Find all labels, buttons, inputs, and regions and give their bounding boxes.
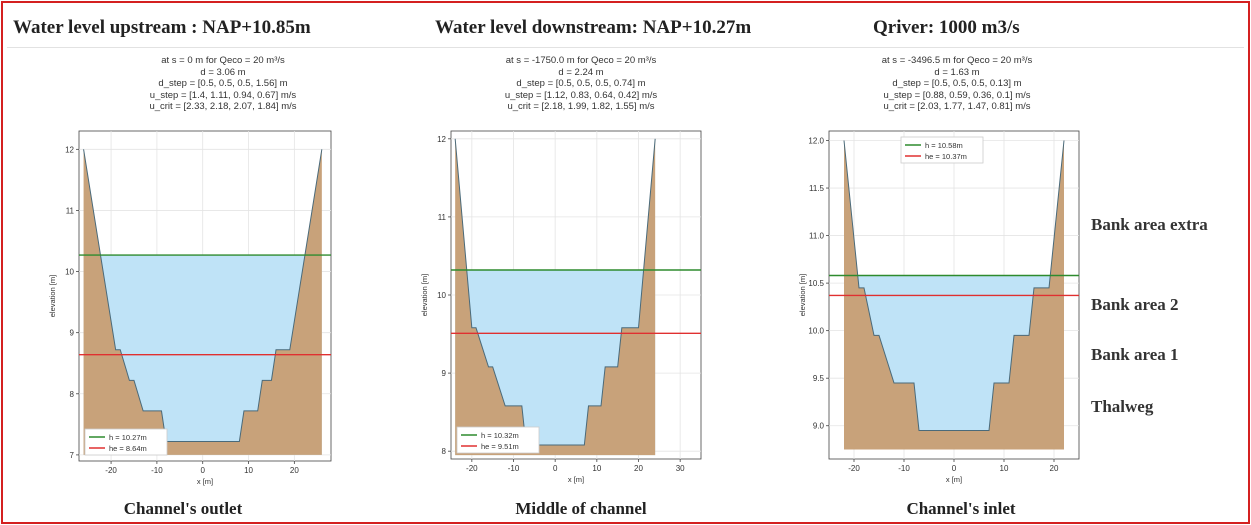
panel-2-legend-entry: h = 10.32m	[481, 431, 519, 440]
panel-1-y-tick-label: 8	[70, 390, 75, 399]
panel-1-channel-bed	[83, 149, 322, 455]
panel-3-legend-entry: h = 10.58m	[925, 141, 963, 150]
panel-2-x-tick-label: 0	[553, 464, 558, 473]
panel-2-y-tick-label: 12	[437, 135, 446, 144]
panel-2-info-line: d_step = [0.5, 0.5, 0.5, 0.74] m	[516, 78, 646, 89]
downstream-water-level-heading: Water level downstream: NAP+10.27m	[435, 17, 752, 38]
panel-2-info-line: d = 2.24 m	[558, 66, 604, 78]
panel-2-legend-box	[456, 426, 540, 454]
panel-2-info-line: at s = -1750.0 m for Qeco = 20 m³/s	[505, 55, 657, 66]
panel-3-y-tick-label: 12.0	[808, 137, 824, 146]
panel-3-info-line: u_step = [0.88, 0.59, 0.36, 0.1] m/s	[883, 89, 1031, 101]
panel-1-caption: Channel's outlet	[123, 499, 243, 518]
panel-3-legend-box	[900, 136, 984, 164]
panel-2-y-axis-label: elevation [m]	[420, 274, 429, 317]
panel-3-info-line: d = 1.63 m	[934, 66, 980, 78]
panel-2-y-tick-label: 9	[442, 369, 447, 378]
zone-label-bank-area-extra: Bank area extra	[1091, 215, 1208, 234]
panel-1-y-tick-label: 12	[65, 145, 74, 154]
panel-3-legend-entry: he = 10.37m	[925, 152, 967, 161]
upstream-water-level-heading: Water level upstream : NAP+10.85m	[13, 17, 311, 38]
panel-3-x-tick-label: -10	[898, 464, 910, 473]
panel-3-x-tick-label: 10	[1000, 464, 1009, 473]
panel-3-y-tick-label: 11.5	[809, 184, 825, 193]
panel-3-y-tick-label: 9.0	[813, 422, 825, 431]
panel-2-x-tick-label: -10	[508, 464, 520, 473]
panel-1-info-line: at s = 0 m for Qeco = 20 m³/s	[161, 55, 285, 66]
panel-2-bed-profile-line	[454, 138, 656, 446]
panel-2-x-axis-label: x [m]	[568, 475, 584, 484]
panel-1-x-tick-label: -10	[151, 466, 163, 475]
panel-1-y-tick-label: 10	[65, 268, 74, 277]
panel-3-y-tick-label: 9.5	[813, 374, 825, 383]
panel-3-info: at s = -3496.5 m for Qeco = 20 m³/s d = …	[797, 55, 1117, 113]
heading-divider	[7, 47, 1244, 48]
zone-label-thalweg: Thalweg	[1091, 397, 1154, 416]
panel-1-x-tick-label: 10	[244, 466, 253, 475]
cross-section-charts: -20 -10 0 10 20 7 8 9 10 11 12 x [m] elevation [m] h …	[48, 130, 1080, 486]
panel-1-info-line: d = 3.06 m	[200, 66, 246, 78]
panel-1-info-line: d_step = [0.5, 0.5, 0.5, 1.56] m	[158, 78, 288, 89]
panel-3-x-tick-label: -20	[848, 464, 860, 473]
panel-1-y-tick-label: 7	[70, 451, 75, 460]
panel-2-channel-bed	[455, 138, 656, 456]
panel-1-legend-entry: h = 10.27m	[109, 433, 147, 442]
panel-3-x-tick-label: 0	[952, 464, 957, 473]
panel-3-channel-bed	[844, 140, 1064, 450]
panel-2-x-tick-label: 30	[676, 464, 685, 473]
panel-1-x-tick-label: -20	[105, 466, 117, 475]
panel-2-y-tick-label: 10	[437, 291, 446, 300]
panel-2-x-tick-label: 10	[592, 464, 601, 473]
panel-1-legend-box	[84, 428, 168, 456]
zone-label-bank-area-2: Bank area 2	[1091, 295, 1179, 314]
panel-3-y-tick-label: 11.0	[809, 232, 825, 241]
panel-1-y-axis-label: elevation [m]	[48, 275, 57, 318]
panel-2-y-tick-label: 8	[442, 447, 447, 456]
panel-1-y-tick-label: 11	[66, 206, 75, 215]
panel-3-x-tick-label: 20	[1050, 464, 1059, 473]
panel-2-info: at s = -1750.0 m for Qeco = 20 m³/s d = …	[421, 55, 741, 113]
panel-3-caption: Channel's inlet	[906, 499, 1016, 518]
panel-1-x-tick-label: 0	[200, 466, 205, 475]
panel-1-x-tick-label: 20	[290, 466, 299, 475]
panel-2-legend-entry: he = 9.51m	[481, 442, 519, 451]
panel-3-y-tick-label: 10.0	[808, 327, 824, 336]
panel-3-y-axis-label: elevation [m]	[798, 274, 807, 317]
river-discharge-heading: Qriver: 1000 m3/s	[873, 17, 1020, 38]
panel-1-info-line: u_crit = [2.33, 2.18, 2.07, 1.84] m/s	[149, 101, 297, 112]
panel-2-x-tick-label: 20	[634, 464, 643, 473]
panel-3-info-line: u_crit = [2.03, 1.77, 1.47, 0.81] m/s	[883, 101, 1031, 112]
panel-3-x-axis-label: x [m]	[946, 475, 962, 484]
panel-3-info-line: d_step = [0.5, 0.5, 0.5, 0.13] m	[892, 78, 1022, 89]
panel-1-legend-entry: he = 8.64m	[109, 444, 147, 453]
zone-label-bank-area-1: Bank area 1	[1091, 345, 1179, 364]
panel-2-x-tick-label: -20	[466, 464, 478, 473]
panel-1-info: at s = 0 m for Qeco = 20 m³/s d = 3.06 m…	[63, 55, 383, 113]
panel-3-info-line: at s = -3496.5 m for Qeco = 20 m³/s	[881, 55, 1033, 66]
panel-2-caption: Middle of channel	[515, 499, 647, 518]
panel-3-y-tick-label: 10.5	[808, 279, 824, 288]
panel-2-y-tick-label: 11	[438, 213, 447, 222]
panel-2-info-line: u_step = [1.12, 0.83, 0.64, 0.42] m/s	[504, 89, 658, 101]
panel-1-info-line: u_step = [1.4, 1.11, 0.94, 0.67] m/s	[149, 89, 297, 101]
panel-1-x-axis-label: x [m]	[197, 477, 213, 486]
panel-1-y-tick-label: 9	[70, 329, 75, 338]
panel-2-info-line: u_crit = [2.18, 1.99, 1.82, 1.55] m/s	[507, 101, 655, 112]
